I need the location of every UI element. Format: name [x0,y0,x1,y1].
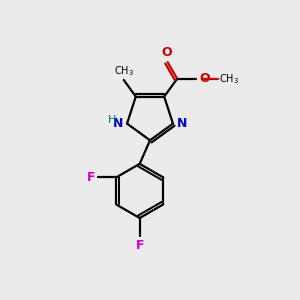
Text: CH$_3$: CH$_3$ [114,65,134,79]
Text: F: F [135,238,144,252]
Text: O: O [162,46,172,59]
Text: F: F [87,171,96,184]
Text: O: O [200,72,211,85]
Text: N: N [176,117,187,130]
Text: CH$_3$: CH$_3$ [219,72,239,86]
Text: H: H [107,115,116,125]
Text: N: N [113,117,124,130]
